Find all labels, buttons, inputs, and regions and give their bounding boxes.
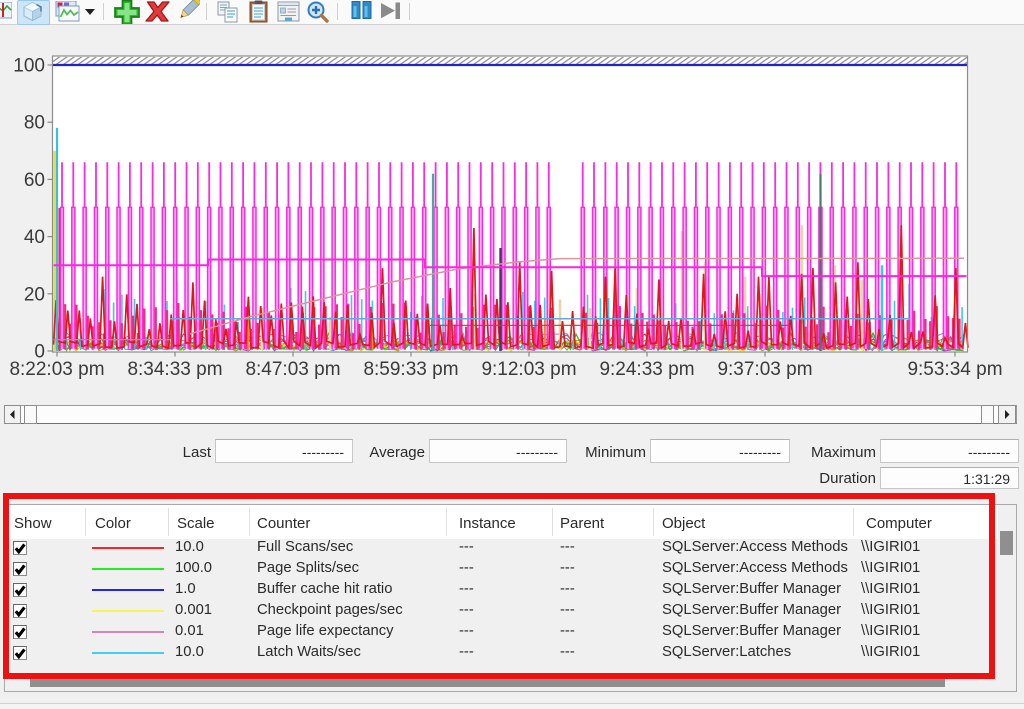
svg-text:60: 60 — [24, 170, 45, 191]
svg-text:80: 80 — [24, 113, 45, 134]
svg-text:8:59:33 pm: 8:59:33 pm — [363, 359, 458, 380]
svg-text:40: 40 — [24, 227, 45, 248]
svg-text:8:47:03 pm: 8:47:03 pm — [245, 359, 340, 380]
svg-text:9:24:33 pm: 9:24:33 pm — [599, 359, 694, 380]
svg-text:0: 0 — [34, 342, 45, 363]
svg-text:20: 20 — [24, 284, 45, 305]
svg-text:8:22:03 pm: 8:22:03 pm — [9, 359, 104, 380]
svg-text:9:12:03 pm: 9:12:03 pm — [481, 359, 576, 380]
svg-text:8:34:33 pm: 8:34:33 pm — [127, 359, 222, 380]
svg-text:9:53:34 pm: 9:53:34 pm — [907, 359, 1002, 380]
svg-text:100: 100 — [13, 56, 45, 77]
svg-text:9:37:03 pm: 9:37:03 pm — [717, 359, 812, 380]
